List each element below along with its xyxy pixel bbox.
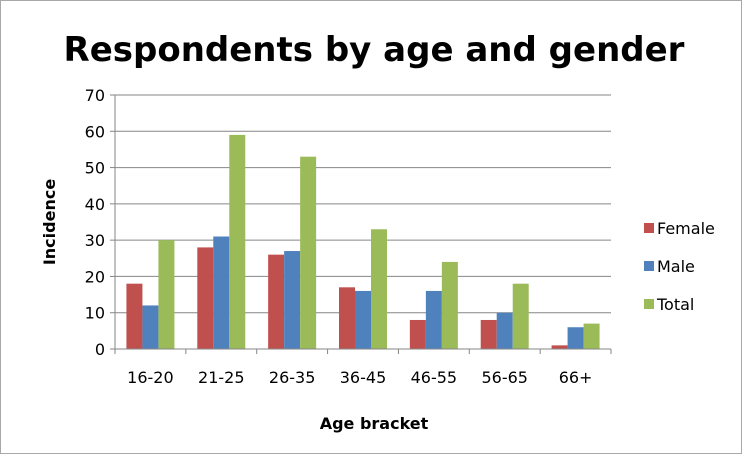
bar-female-21-25 — [197, 247, 214, 349]
bar-male-36-45 — [355, 290, 371, 349]
x-axis-label: Age bracket — [320, 414, 429, 433]
legend-label-total: Total — [656, 295, 694, 314]
axes — [110, 94, 612, 354]
bar-female-56-65 — [480, 319, 497, 349]
bars — [126, 134, 600, 349]
bar-total-16-20 — [158, 240, 175, 349]
y-tick-label: 30 — [85, 231, 105, 250]
bar-male-46-55 — [425, 290, 442, 349]
x-tick-label: 46-55 — [411, 368, 458, 387]
bar-male-66plus — [567, 327, 584, 349]
y-tick-labels: 0 10 20 30 40 50 60 70 — [85, 86, 105, 359]
bar-total-46-55 — [441, 261, 458, 349]
bar-female-36-45 — [339, 287, 355, 349]
bar-total-66plus — [583, 323, 600, 349]
y-tick-label: 40 — [85, 195, 105, 214]
x-tick-label: 56-65 — [481, 368, 528, 387]
x-tick-label: 21-25 — [198, 368, 245, 387]
bar-male-21-25 — [213, 236, 230, 349]
x-tick-label: 36-45 — [340, 368, 387, 387]
bar-total-21-25 — [229, 134, 246, 349]
bar-total-36-45 — [371, 229, 387, 349]
bar-female-26-35 — [268, 254, 285, 349]
x-tick-label: 66+ — [559, 368, 593, 387]
legend-swatch-total — [644, 299, 654, 309]
bar-male-16-20 — [142, 305, 159, 349]
y-tick-label: 10 — [85, 304, 105, 323]
bar-male-26-35 — [284, 251, 301, 349]
legend: Female Male Total — [644, 219, 715, 314]
x-tick-label: 26-35 — [269, 368, 316, 387]
bar-female-46-55 — [409, 319, 426, 349]
legend-label-female: Female — [657, 219, 715, 238]
legend-label-male: Male — [657, 257, 695, 276]
gridlines — [115, 94, 611, 314]
bar-total-56-65 — [512, 283, 529, 349]
bar-female-66plus — [551, 345, 568, 349]
legend-swatch-female — [644, 223, 654, 233]
legend-swatch-male — [644, 261, 654, 271]
x-tick-label: 16-20 — [127, 368, 174, 387]
bar-total-26-35 — [300, 156, 317, 349]
y-tick-label: 20 — [85, 267, 105, 286]
bar-male-56-65 — [496, 312, 513, 349]
y-tick-label: 70 — [85, 86, 105, 105]
y-axis-label: Incidence — [40, 179, 59, 265]
x-tick-labels: 16-20 21-25 26-35 36-45 46-55 56-65 66+ — [127, 368, 592, 387]
y-tick-label: 50 — [85, 159, 105, 178]
bar-female-16-20 — [126, 283, 143, 349]
y-tick-label: 60 — [85, 122, 105, 141]
y-tick-label: 0 — [95, 340, 105, 359]
chart-title: Respondents by age and gender — [64, 30, 685, 70]
